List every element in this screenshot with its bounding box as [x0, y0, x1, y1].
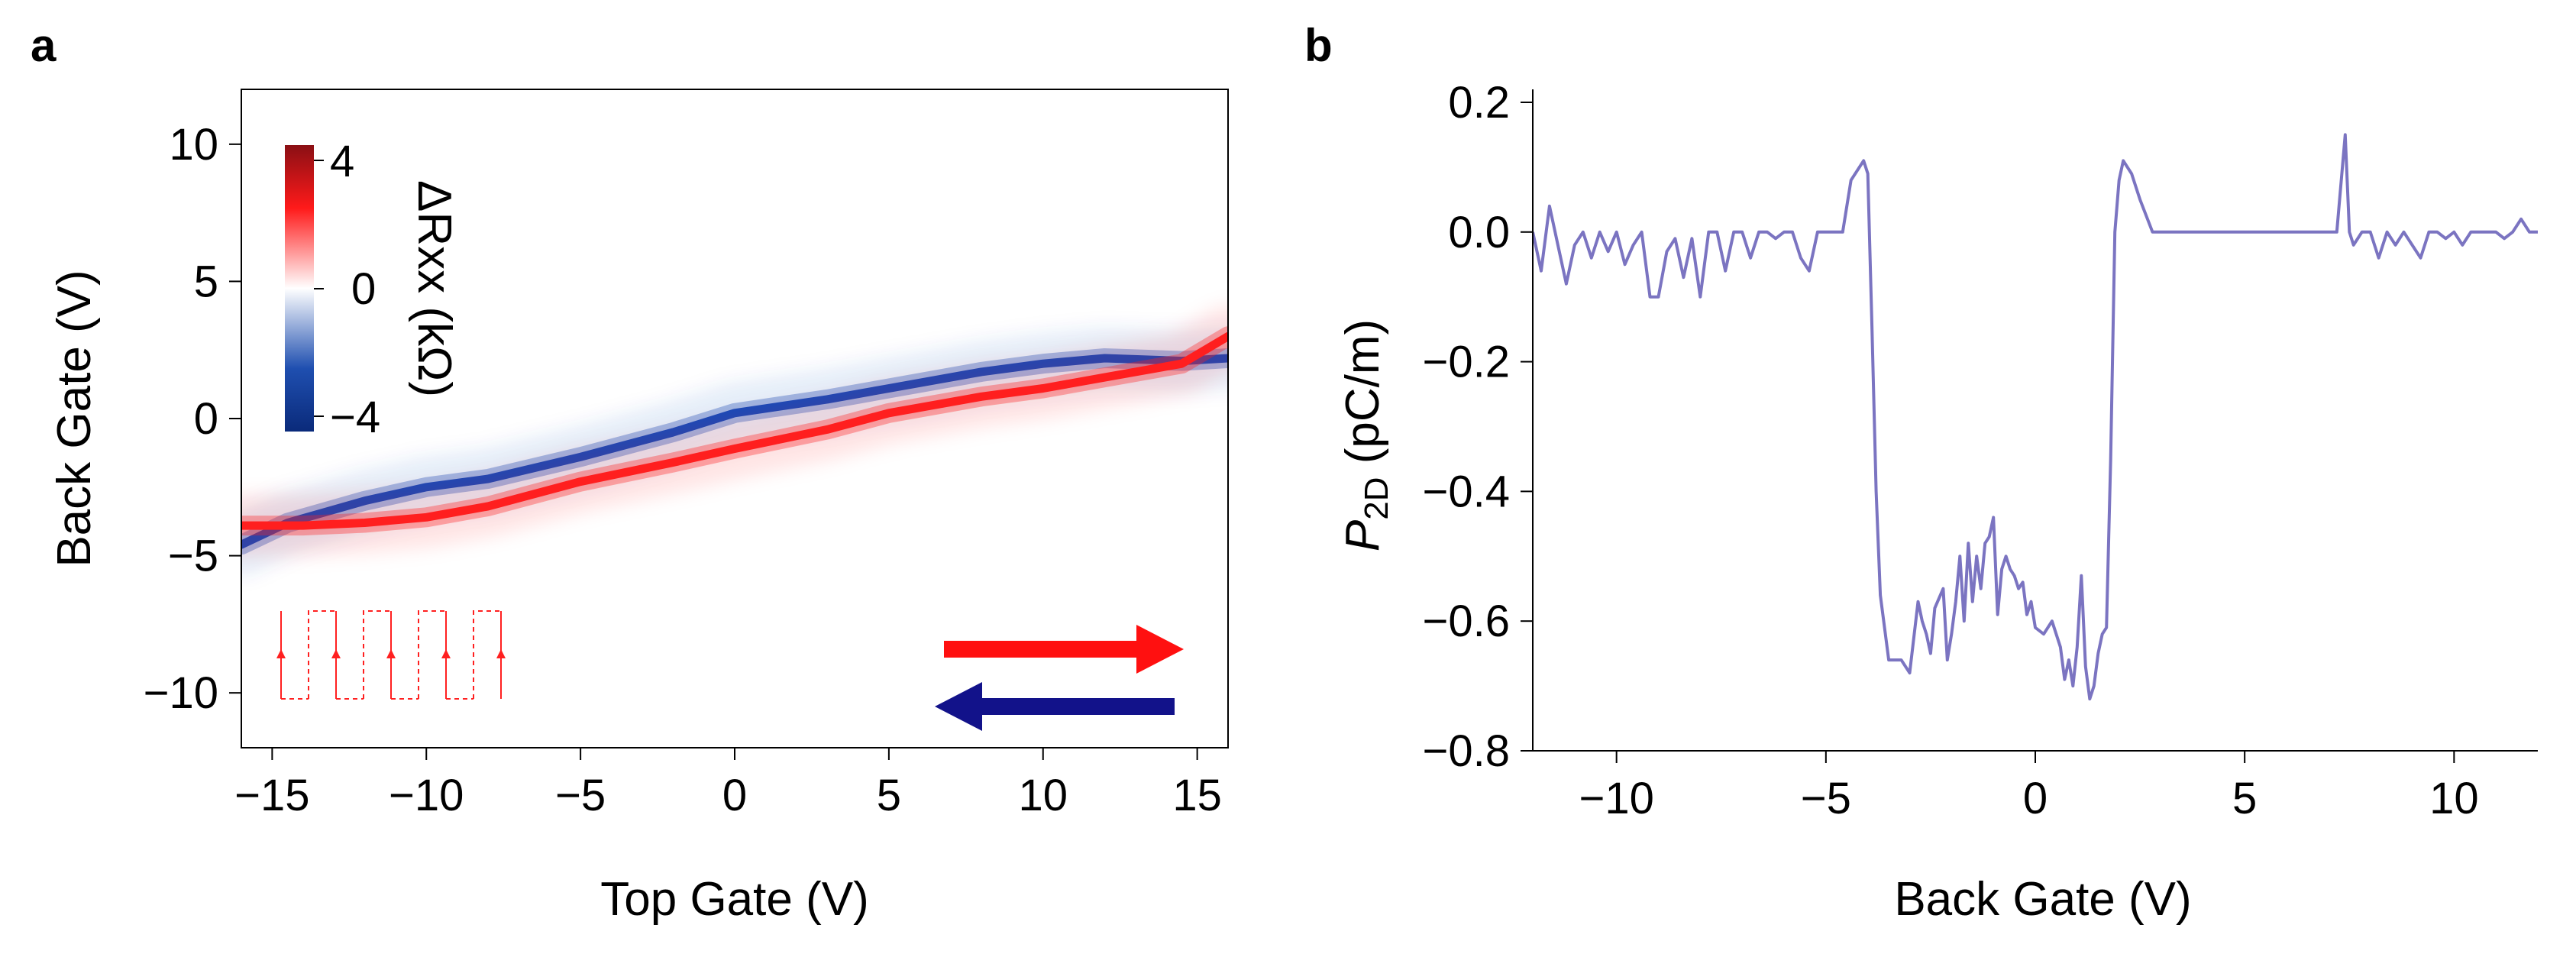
colorbar: 4 0 −4 ΔRxx (kΩ)	[285, 137, 461, 442]
x-tick-label-a: −10	[389, 771, 464, 820]
y-tick-label-a: 5	[194, 257, 218, 306]
x-tick-label-a: 10	[1018, 771, 1068, 820]
y-tick-label-b: −0.6	[1423, 597, 1511, 646]
x-tick-label-b: 0	[2023, 774, 2048, 823]
panel-label-b: b	[1304, 20, 1333, 71]
x-tick-label-b: 5	[2232, 774, 2257, 823]
line-plot	[1533, 133, 2538, 701]
series-line-p2d	[1533, 133, 2538, 701]
y-axis-label-b: P2D (pC/m)	[1336, 319, 1395, 551]
y-tick-label-b: 0.2	[1448, 78, 1510, 128]
x-tick-label-a: 0	[722, 771, 747, 820]
panel-label-a: a	[31, 20, 57, 71]
x-tick-label-b: 10	[2429, 774, 2479, 823]
x-tick-label-b: −10	[1579, 774, 1653, 823]
colorbar-tick-label: 0	[351, 264, 376, 314]
x-tick-label-a: 5	[877, 771, 901, 820]
x-axis-label-b: Back Gate (V)	[1894, 873, 2191, 926]
x-tick-label-b: −5	[1801, 774, 1851, 823]
gate-sequence-inset	[276, 610, 506, 700]
y-tick-label-a: 10	[169, 120, 218, 170]
sweep-arrow-forward	[944, 625, 1184, 674]
panel-b: b −10 −5 0 5 10 0.2 0.0 −0.2 −0.4 −0.6 −0.8 Back …	[1304, 20, 2538, 926]
x-axis-a: −15 −10 −5 0 5 10 15	[234, 748, 1222, 820]
colorbar-tick-label: 4	[330, 137, 354, 186]
y-tick-label-a: −10	[144, 668, 218, 718]
colorbar-label: ΔRxx (kΩ)	[408, 180, 461, 397]
colorbar-tick-label: −4	[330, 393, 380, 442]
x-tick-label-a: −15	[234, 771, 309, 820]
y-tick-label-b: −0.2	[1423, 338, 1511, 387]
x-tick-label-a: 15	[1172, 771, 1222, 820]
y-tick-label-b: −0.8	[1423, 726, 1511, 776]
y-tick-label-b: −0.4	[1423, 467, 1511, 516]
y-axis-b: 0.2 0.0 −0.2 −0.4 −0.6 −0.8	[1423, 78, 1533, 776]
x-tick-label-a: −5	[555, 771, 606, 820]
red-band	[241, 331, 1228, 530]
y-tick-label-b: 0.0	[1448, 208, 1510, 257]
heatmap-plot	[241, 89, 1228, 748]
sweep-arrow-backward	[935, 682, 1175, 731]
y-axis-a: −10 −5 0 5 10	[144, 120, 241, 718]
y-tick-label-a: 0	[194, 394, 218, 444]
y-axis-label-a: Back Gate (V)	[48, 270, 101, 567]
x-axis-label-a: Top Gate (V)	[600, 873, 868, 926]
colorbar-gradient	[285, 145, 314, 432]
x-axis-b: −10 −5 0 5 10	[1579, 751, 2479, 823]
line-plot-axes	[1532, 89, 2538, 752]
y-tick-label-a: −5	[168, 532, 218, 581]
